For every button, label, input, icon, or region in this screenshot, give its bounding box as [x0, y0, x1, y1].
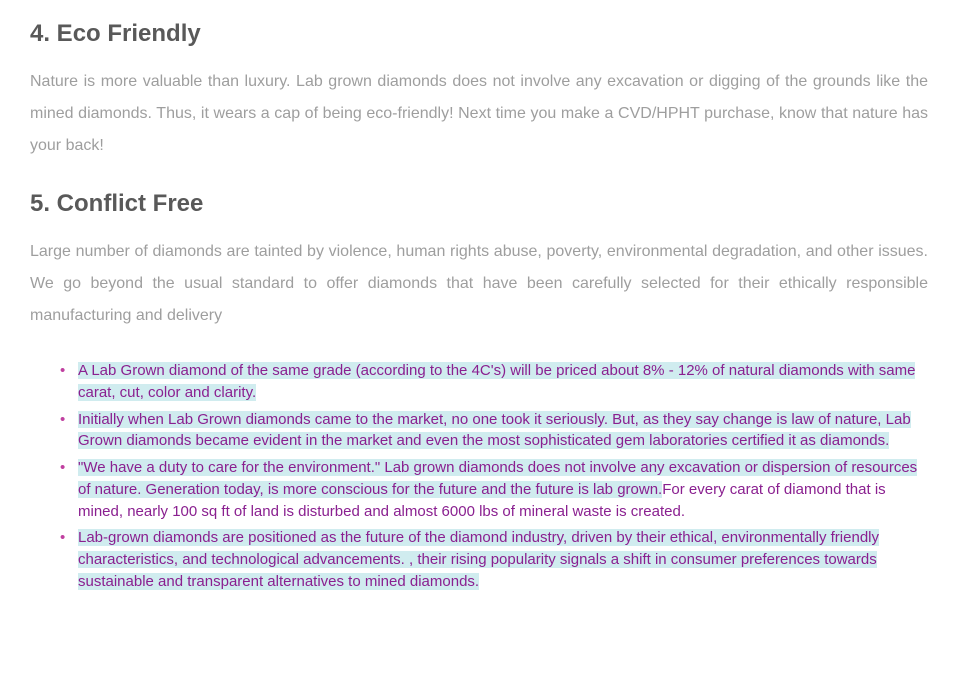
list-item: Initially when Lab Grown diamonds came t… [78, 409, 928, 453]
section-4-paragraph: Nature is more valuable than luxury. Lab… [30, 66, 928, 162]
section-5-paragraph: Large number of diamonds are tainted by … [30, 236, 928, 332]
list-item: Lab-grown diamonds are positioned as the… [78, 527, 928, 592]
list-item: A Lab Grown diamond of the same grade (a… [78, 360, 928, 404]
highlighted-text: A Lab Grown diamond of the same grade (a… [78, 362, 915, 401]
section-4-heading: 4. Eco Friendly [30, 20, 928, 48]
section-5-heading: 5. Conflict Free [30, 190, 928, 218]
highlighted-text: Initially when Lab Grown diamonds came t… [78, 411, 911, 450]
highlighted-text: Lab-grown diamonds are positioned as the… [78, 529, 879, 590]
list-item: "We have a duty to care for the environm… [78, 457, 928, 522]
bullet-list: A Lab Grown diamond of the same grade (a… [30, 360, 928, 593]
